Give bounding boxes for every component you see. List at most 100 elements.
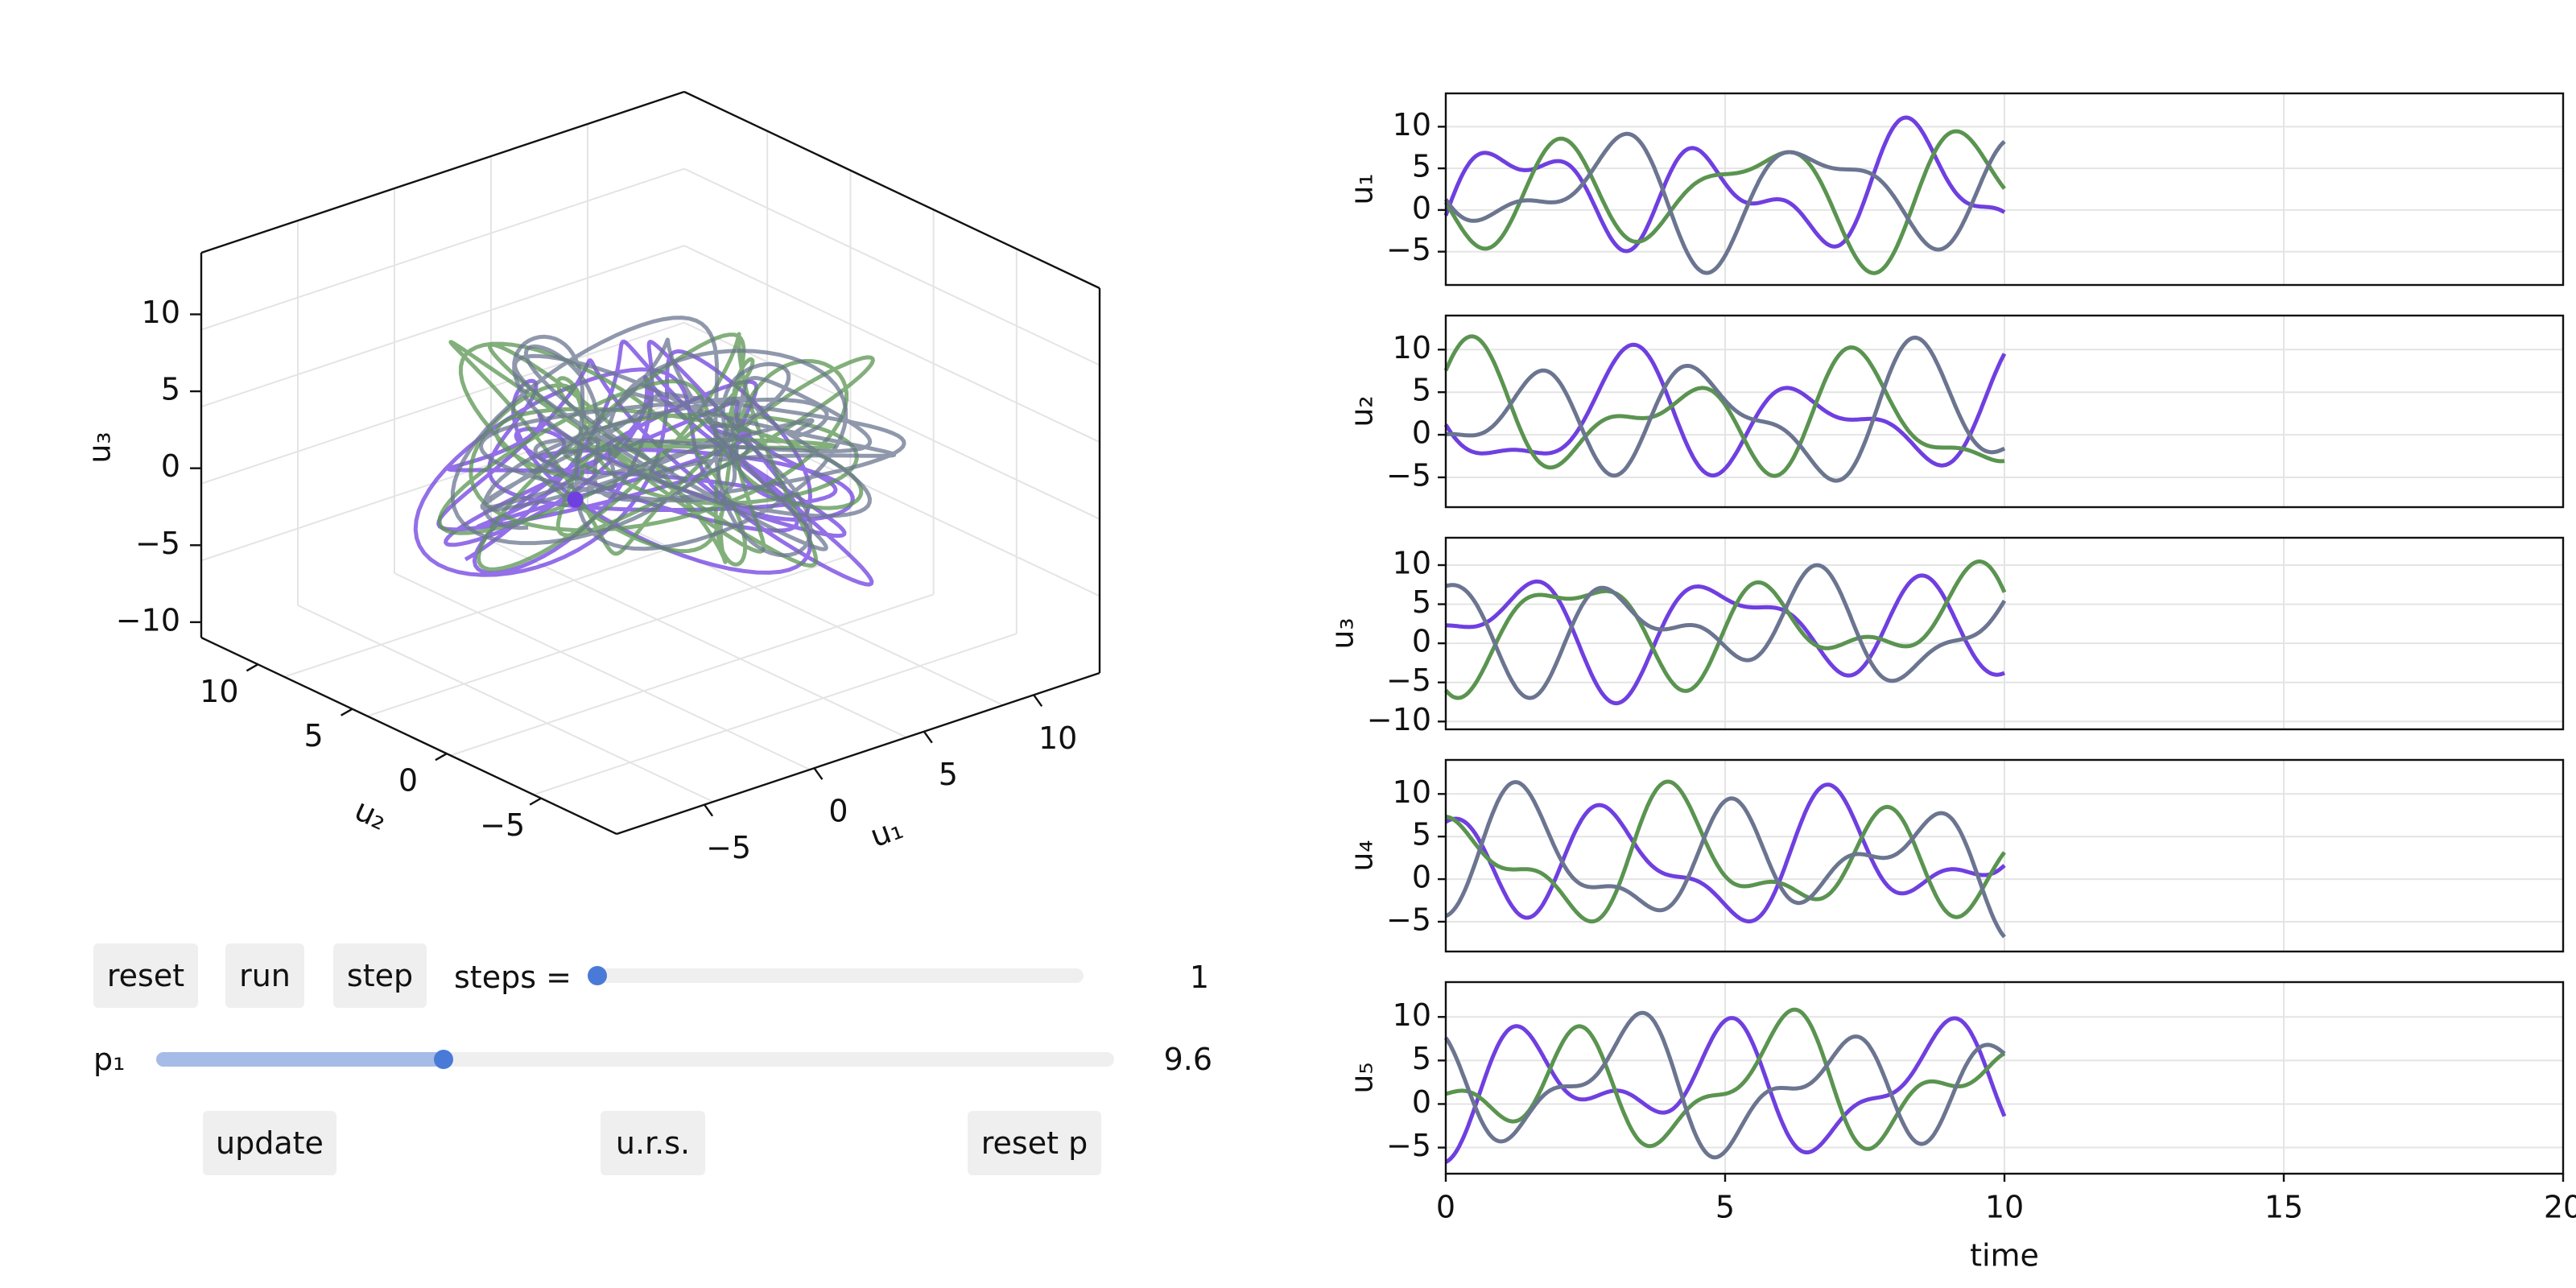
y-tick-label: 10	[1393, 546, 1431, 581]
u1-axis-line	[616, 671, 1100, 836]
y-tick-label: −5	[1386, 663, 1431, 698]
y-tick-label: −5	[1386, 902, 1431, 937]
y-tick-label: 5	[1412, 817, 1431, 852]
y-tick-label: 0	[1412, 624, 1431, 659]
p1-slider-handle[interactable]	[434, 1050, 453, 1069]
series-line-purple	[1443, 342, 2007, 478]
series-line-purple	[1444, 573, 2006, 706]
current-state-marker	[567, 491, 584, 508]
u2-axis-line	[200, 636, 617, 836]
x-tick-label: 20	[2544, 1190, 2576, 1225]
timeseries-panel-u5[interactable]: −5 0 5 10 u₅	[1344, 980, 2565, 1175]
u2-tick-label: 5	[304, 718, 324, 753]
update-button[interactable]: update	[203, 1111, 336, 1175]
y-tick-label: −10	[1367, 702, 1431, 737]
trajectory-3d-plot[interactable]: −5 0 5 10 −5 0 5 10 −10 −5 0 5 10 u₁ u₂ u₃	[82, 90, 1101, 865]
u1-tick	[813, 767, 824, 780]
series-line-purple	[1444, 1016, 2007, 1164]
y-tick-label: 10	[1393, 774, 1431, 810]
timeseries-plots: −50510u₁−50510u₂−10−50510u₃−50510u₄−5051…	[1325, 92, 2576, 1274]
u1-tick-label: 10	[1038, 720, 1077, 756]
series-line-slate	[1444, 563, 2007, 700]
u2-tick	[341, 708, 353, 716]
x-tick-label: 10	[1985, 1190, 2024, 1225]
reset-button[interactable]: reset	[93, 943, 198, 1008]
series-line-green	[1444, 559, 2007, 700]
y-tick-label: 10	[1393, 107, 1431, 142]
y-tick-label: 0	[1412, 1084, 1431, 1120]
panel-frame	[1444, 536, 2565, 731]
series-line-green	[1444, 1007, 2006, 1151]
y-tick-label: −5	[1386, 457, 1431, 493]
series-line-slate	[1444, 780, 2006, 939]
timeseries-panel-u1[interactable]: −5 0 5 10 u₁	[1344, 92, 2565, 287]
u2-tick	[246, 663, 258, 672]
y-tick-label: 0	[1412, 190, 1431, 225]
u3-tick-label: 0	[161, 448, 180, 484]
p1-slider[interactable]	[156, 1050, 1114, 1069]
timeseries-panel-u4[interactable]: −5 0 5 10 u₄	[1344, 758, 2565, 953]
u1-tick-label: 0	[828, 794, 848, 829]
grid-line	[533, 633, 1018, 796]
y-tick-label: −5	[1386, 232, 1431, 267]
grid-line	[200, 321, 685, 485]
series-line-purple	[1443, 115, 2006, 254]
u2-tick-label: −5	[480, 807, 525, 843]
grid-line	[490, 540, 907, 738]
u2-tick-label: 0	[398, 763, 418, 799]
series-line-green	[1443, 334, 2006, 478]
panel-frame	[1444, 92, 2565, 287]
p1-slider-fill	[156, 1052, 444, 1067]
u1-tick	[923, 731, 933, 744]
reset-p-button[interactable]: reset p	[968, 1111, 1101, 1175]
y-axis-label: u₂	[1344, 395, 1380, 427]
u3-tick-label: 10	[142, 295, 180, 330]
series-line-slate	[1444, 335, 2006, 483]
u1-axis-label: u₁	[865, 810, 907, 854]
series-line-slate	[1443, 1010, 2006, 1160]
y-tick-label: 5	[1412, 1041, 1431, 1076]
x-axis-label: time	[1970, 1238, 2039, 1274]
step-button[interactable]: step	[333, 943, 427, 1008]
grid-line	[297, 605, 714, 803]
urs-button[interactable]: u.r.s.	[601, 1111, 705, 1175]
grid-line	[367, 554, 851, 717]
u1-tick	[1033, 694, 1043, 707]
y-tick-label: 5	[1412, 373, 1431, 408]
y-tick-label: 5	[1412, 149, 1431, 184]
y-axis-label: u₄	[1344, 840, 1380, 871]
y-tick-label: 0	[1412, 415, 1431, 451]
u2-tick-label: 10	[200, 674, 238, 709]
series-line-slate	[1443, 131, 2006, 275]
box-edge	[683, 90, 1100, 290]
y-tick-label: −5	[1386, 1128, 1431, 1163]
u2-tick	[529, 797, 542, 806]
u3-tick-label: 5	[161, 372, 180, 407]
steps-value: 1	[1189, 960, 1209, 995]
x-tick-label: 0	[1436, 1190, 1455, 1225]
y-tick-label: 10	[1393, 997, 1431, 1033]
timeseries-panel-u2[interactable]: −5 0 5 10 u₂	[1344, 314, 2565, 509]
y-axis-label: u₅	[1344, 1062, 1380, 1093]
panel-frame	[1444, 314, 2565, 509]
grid-line	[450, 593, 934, 757]
x-tick-label: 15	[2264, 1190, 2303, 1225]
y-axis-label: u₁	[1344, 173, 1380, 204]
u2-axis-label: u₂	[349, 791, 393, 836]
u3-tick-label: −10	[116, 602, 180, 638]
p1-label: p₁	[93, 1042, 126, 1077]
y-axis-label: u₃	[1325, 617, 1360, 649]
steps-slider[interactable]	[588, 966, 1084, 985]
grid-line	[200, 245, 685, 408]
p1-value: 9.6	[1163, 1042, 1212, 1077]
u3-tick-label: −5	[135, 526, 180, 561]
box-edge	[200, 90, 685, 254]
u1-tick	[704, 803, 714, 817]
u3-axis-label: u₃	[82, 431, 118, 463]
y-tick-label: 10	[1393, 330, 1431, 365]
timeseries-panel-u3[interactable]: −10 −5 0 510 u₃	[1325, 536, 2565, 737]
steps-slider-handle[interactable]	[588, 966, 607, 985]
x-tick-label: 5	[1715, 1190, 1735, 1225]
run-button[interactable]: run	[225, 943, 304, 1008]
